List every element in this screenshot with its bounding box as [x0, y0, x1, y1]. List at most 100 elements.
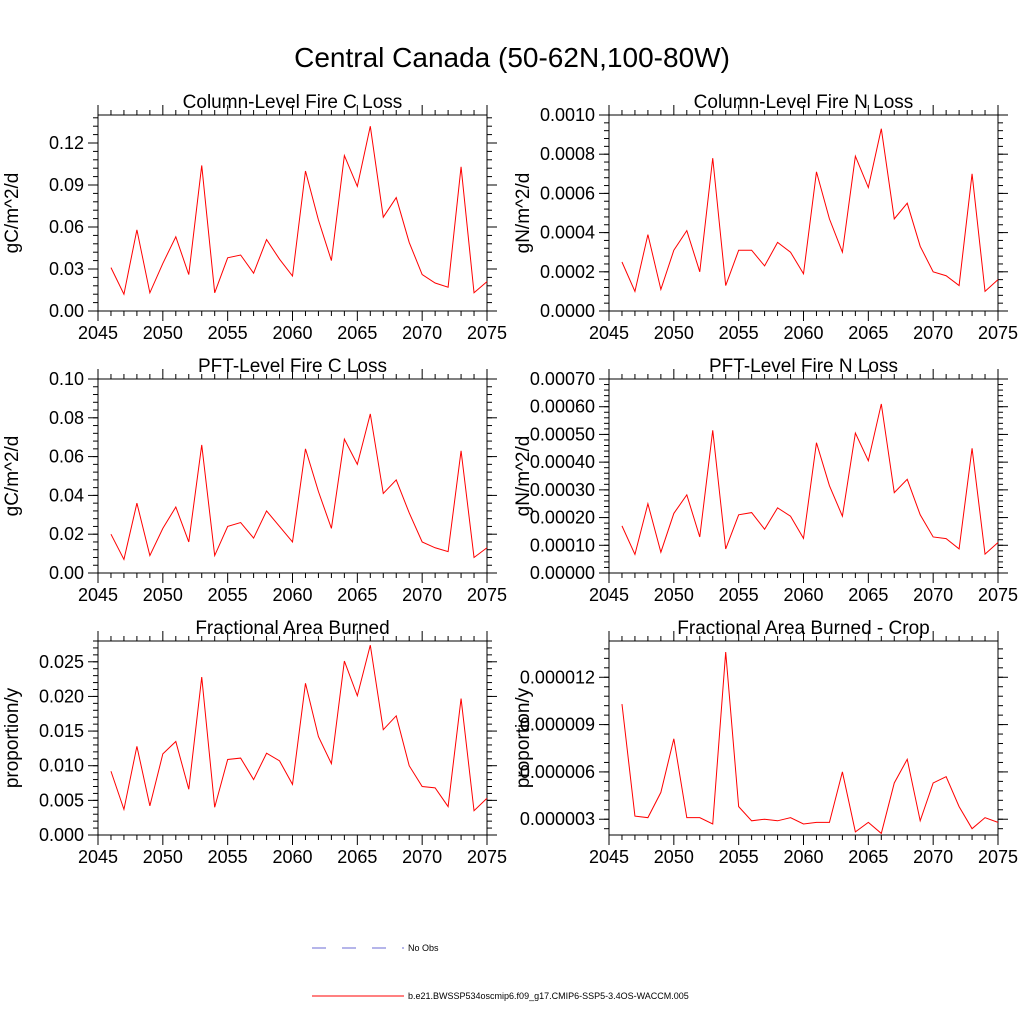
y-tick-label: 0.000003	[520, 809, 595, 829]
y-tick-label: 0.0008	[540, 144, 595, 164]
x-tick-label: 2055	[719, 847, 759, 867]
y-tick-label: 0.06	[49, 217, 84, 237]
y-tick-label: 0.015	[39, 721, 84, 741]
y-axis-label: gC/m^2/d	[2, 436, 23, 517]
y-tick-label: 0.00060	[530, 397, 595, 417]
x-tick-label: 2045	[78, 323, 118, 343]
y-tick-label: 0.00010	[530, 535, 595, 555]
panel-title: Fractional Area Burned	[195, 618, 389, 639]
y-tick-label: 0.000	[39, 825, 84, 845]
x-tick-label: 2050	[654, 585, 694, 605]
x-tick-label: 2050	[654, 847, 694, 867]
panel-3: PFT-Level Fire C Loss gC/m^2/d 2045 2050 205…	[2, 356, 507, 605]
panel-2: Column-Level Fire N Loss gN/m^2/d 2045 2050…	[513, 92, 1018, 343]
y-tick-label: 0.04	[49, 485, 84, 505]
y-axis-label: gN/m^2/d	[513, 173, 534, 254]
x-tick-label: 2065	[337, 847, 377, 867]
x-tick-label: 2050	[654, 323, 694, 343]
panel-title: PFT-Level Fire N Loss	[709, 356, 898, 377]
y-tick-label: 0.00000	[530, 563, 595, 583]
x-tick-label: 2070	[913, 585, 953, 605]
x-tick-label: 2065	[337, 585, 377, 605]
y-axis-label: gN/m^2/d	[513, 436, 534, 517]
plot-frame	[608, 114, 999, 312]
y-tick-label: 0.03	[49, 259, 84, 279]
legend-obs-label: No Obs	[408, 943, 439, 953]
y-tick-label: 0.00	[49, 563, 84, 583]
figure-title: Central Canada (50-62N,100-80W)	[294, 42, 730, 73]
x-tick-label: 2045	[78, 847, 118, 867]
y-tick-label: 0.0010	[540, 105, 595, 125]
plot-frame	[97, 640, 488, 836]
panel-6: Fractional Area Burned - Crop proportion/…	[513, 618, 1018, 867]
y-tick-label: 0.020	[39, 686, 84, 706]
x-tick-label: 2075	[978, 585, 1018, 605]
series-line	[110, 413, 488, 561]
x-tick-label: 2060	[783, 847, 823, 867]
x-tick-label: 2065	[337, 323, 377, 343]
x-tick-label: 2055	[719, 323, 759, 343]
x-tick-label: 2060	[783, 323, 823, 343]
y-axis-label: proportion/y	[2, 687, 23, 788]
x-tick-label: 2070	[402, 847, 442, 867]
y-tick-label: 0.0002	[540, 262, 595, 282]
y-tick-label: 0.02	[49, 524, 84, 544]
y-tick-label: 0.025	[39, 652, 84, 672]
x-tick-label: 2075	[978, 323, 1018, 343]
panel-title: Fractional Area Burned - Crop	[677, 618, 929, 639]
x-tick-label: 2045	[78, 585, 118, 605]
y-tick-label: 0.06	[49, 447, 84, 467]
panel-5: Fractional Area Burned proportion/y 2045 20…	[2, 618, 507, 867]
x-tick-label: 2045	[589, 585, 629, 605]
y-tick-label: 0.00	[49, 301, 84, 321]
x-tick-label: 2045	[589, 323, 629, 343]
y-tick-label: 0.09	[49, 175, 84, 195]
series-line	[110, 645, 488, 812]
x-tick-label: 2075	[467, 323, 507, 343]
y-tick-label: 0.0006	[540, 183, 595, 203]
x-tick-label: 2060	[272, 323, 312, 343]
panel-title: Column-Level Fire N Loss	[694, 92, 914, 113]
panel-1: Column-Level Fire C Loss gC/m^2/d 2045 2050…	[2, 92, 507, 343]
plot-frame	[608, 378, 999, 574]
y-tick-label: 0.0000	[540, 301, 595, 321]
y-tick-label: 0.12	[49, 133, 84, 153]
y-tick-label: 0.00020	[530, 508, 595, 528]
plot-frame	[608, 640, 999, 836]
y-tick-label: 0.010	[39, 756, 84, 776]
x-tick-label: 2065	[848, 585, 888, 605]
y-tick-label: 0.00030	[530, 480, 595, 500]
legend: No Obs b.e21.BWSSP534oscmip6.f09_g17.CMI…	[312, 943, 689, 1001]
x-tick-label: 2060	[272, 847, 312, 867]
panel-title: Column-Level Fire C Loss	[183, 92, 403, 113]
panel-4: PFT-Level Fire N Loss gN/m^2/d 2045 2050 205…	[513, 356, 1018, 605]
legend-model-label: b.e21.BWSSP534oscmip6.f09_g17.CMIP6-SSP5…	[408, 991, 689, 1001]
y-tick-label: 0.00050	[530, 424, 595, 444]
x-tick-label: 2060	[783, 585, 823, 605]
x-tick-label: 2065	[848, 323, 888, 343]
x-tick-label: 2050	[143, 585, 183, 605]
y-axis-label: gC/m^2/d	[2, 173, 23, 254]
y-tick-label: 0.08	[49, 408, 84, 428]
x-tick-label: 2075	[467, 585, 507, 605]
y-tick-label: 0.10	[49, 369, 84, 389]
x-tick-label: 2055	[208, 585, 248, 605]
y-axis-label: proportion/y	[513, 687, 534, 788]
y-tick-label: 0.005	[39, 790, 84, 810]
plot-frame	[97, 378, 488, 574]
series-line	[621, 403, 999, 556]
series-line	[110, 126, 488, 296]
x-tick-label: 2070	[402, 585, 442, 605]
x-tick-label: 2050	[143, 323, 183, 343]
x-tick-label: 2070	[402, 323, 442, 343]
y-tick-label: 0.00070	[530, 369, 595, 389]
x-tick-label: 2055	[208, 847, 248, 867]
y-tick-label: 0.00040	[530, 452, 595, 472]
panel-title: PFT-Level Fire C Loss	[198, 356, 387, 377]
x-tick-label: 2075	[467, 847, 507, 867]
series-line	[621, 128, 999, 293]
x-tick-label: 2060	[272, 585, 312, 605]
series-line	[621, 651, 999, 835]
x-tick-label: 2070	[913, 847, 953, 867]
